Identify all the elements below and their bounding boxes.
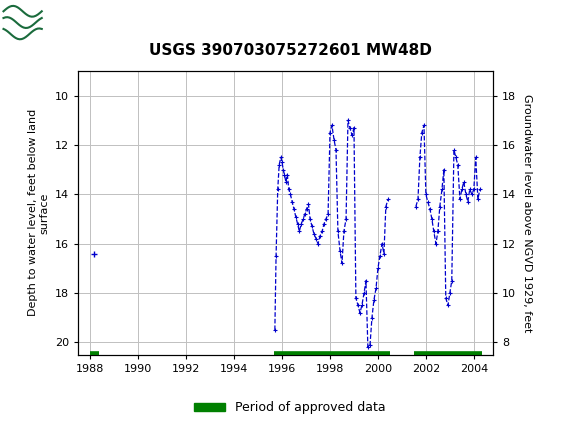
Legend: Period of approved data: Period of approved data [189, 396, 391, 419]
Text: USGS 390703075272601 MW48D: USGS 390703075272601 MW48D [148, 43, 432, 58]
Y-axis label: Depth to water level, feet below land
surface: Depth to water level, feet below land su… [28, 109, 50, 316]
Text: USGS: USGS [49, 14, 96, 29]
Y-axis label: Groundwater level above NGVD 1929, feet: Groundwater level above NGVD 1929, feet [521, 94, 532, 332]
